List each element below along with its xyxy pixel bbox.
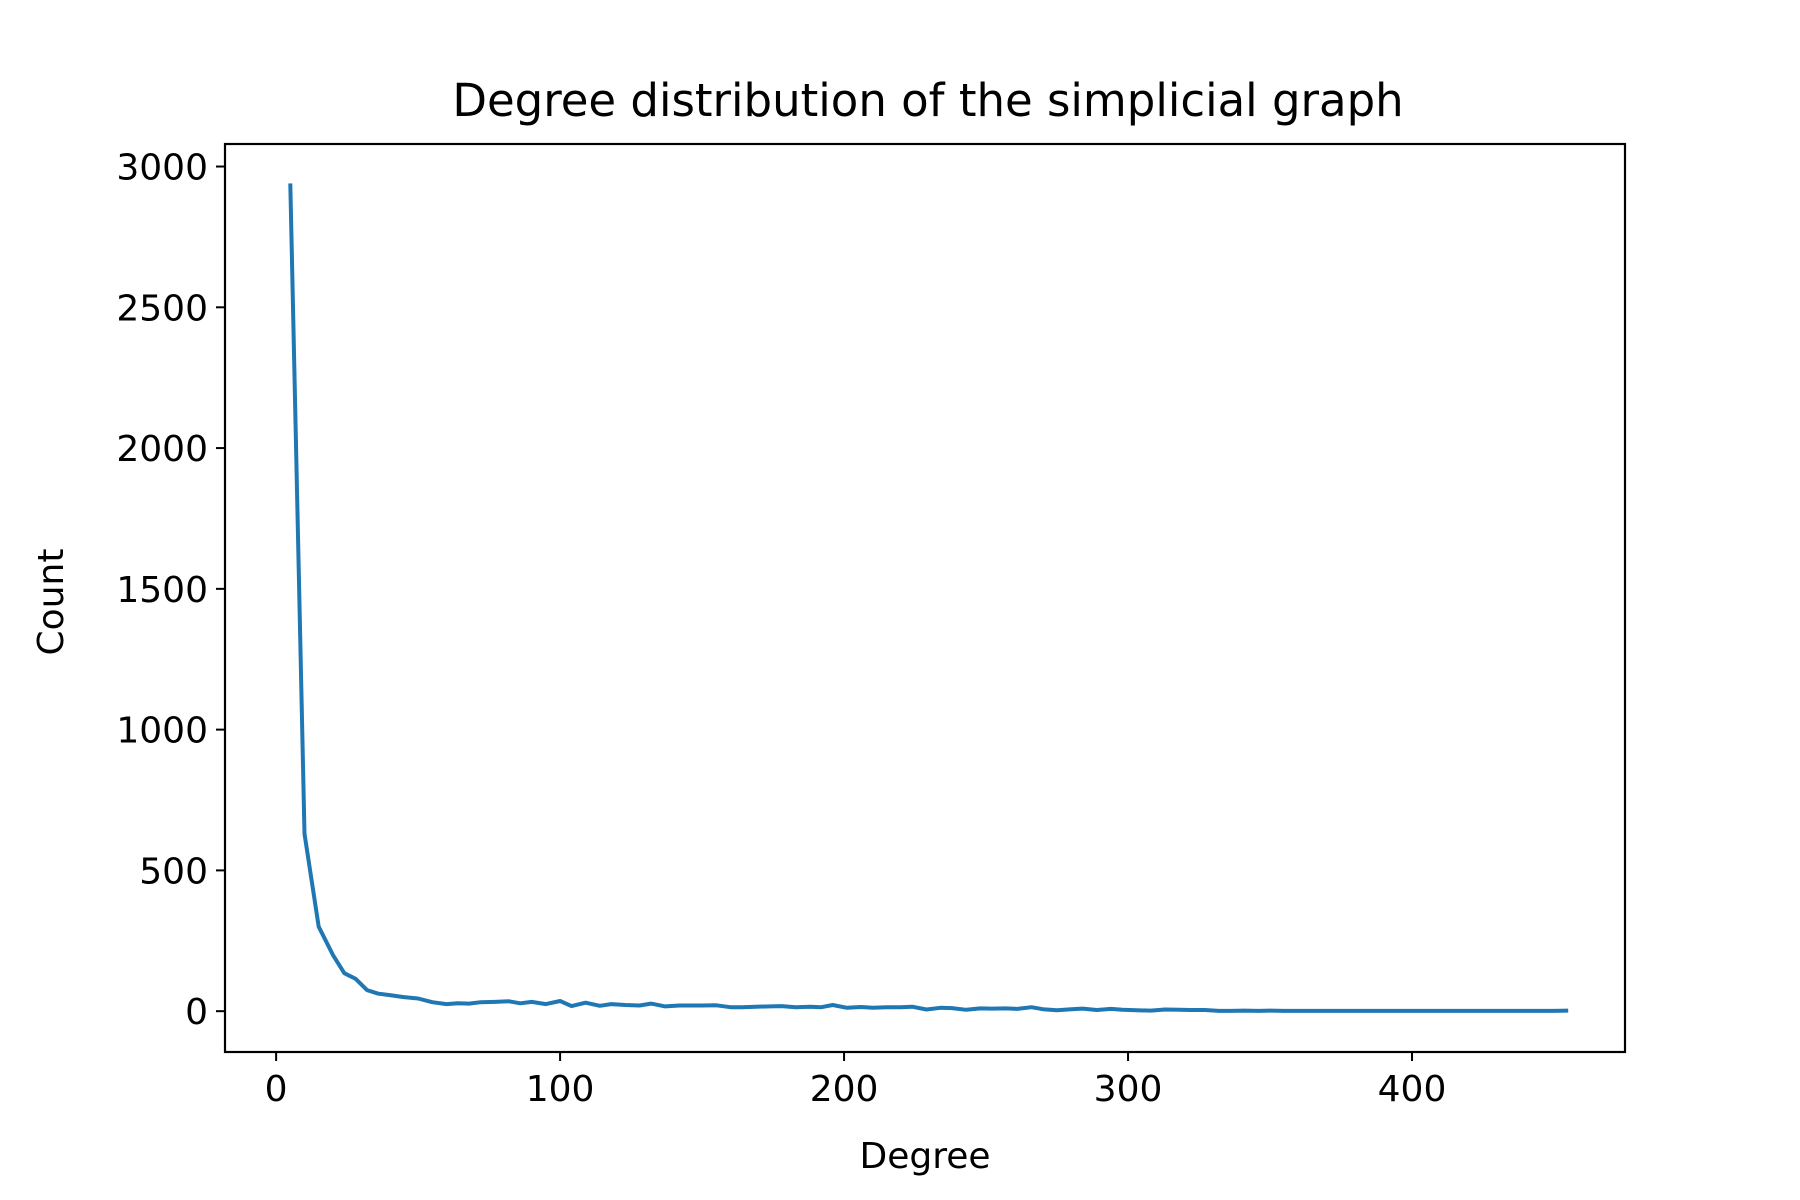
x-tick-label: 300 — [1094, 1069, 1163, 1110]
x-tick-label: 100 — [526, 1069, 595, 1110]
y-tick-label: 3000 — [116, 148, 208, 189]
x-axis-label: Degree — [859, 1136, 990, 1177]
y-axis-label: Count — [31, 549, 72, 656]
x-tick-label: 400 — [1378, 1069, 1447, 1110]
chart-title: Degree distribution of the simplicial gr… — [452, 74, 1403, 127]
x-axis-ticks: 0 100 200 300 400 — [265, 1052, 1447, 1110]
y-tick-label: 0 — [185, 992, 208, 1033]
x-tick-label: 0 — [265, 1069, 288, 1110]
y-tick-label: 1000 — [116, 711, 208, 752]
x-tick-label: 200 — [810, 1069, 879, 1110]
y-tick-label: 2000 — [116, 429, 208, 470]
y-tick-label: 2500 — [116, 288, 208, 329]
series-line — [288, 183, 1569, 1013]
y-tick-label: 500 — [139, 851, 208, 892]
y-axis-ticks: 0 500 1000 1500 2000 2500 3000 — [116, 148, 225, 1033]
plot-area — [288, 183, 1569, 1013]
axes-frame — [223, 142, 1627, 1054]
y-tick-label: 1500 — [116, 570, 208, 611]
